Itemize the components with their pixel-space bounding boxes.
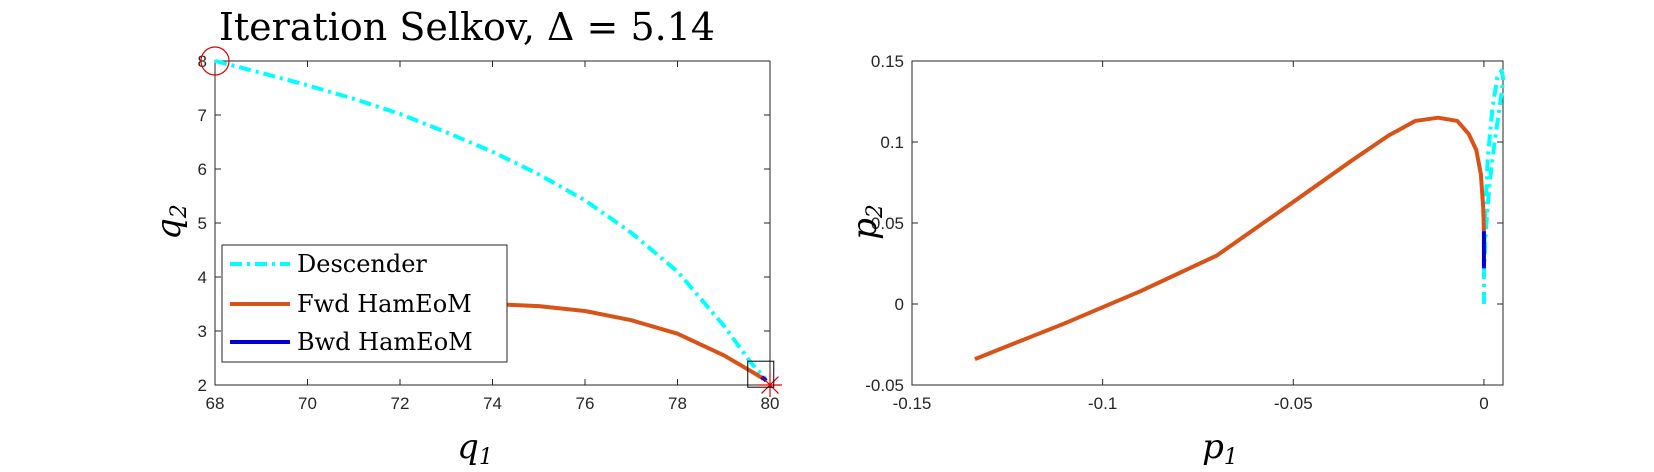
- y-tick-label: 3: [198, 322, 207, 341]
- series-group: [974, 68, 1505, 361]
- y-tick-label: 0.05: [871, 214, 904, 233]
- series-line-descender: [214, 59, 767, 380]
- y-tick-label: 6: [198, 160, 207, 179]
- y-tick-label: 2: [198, 376, 207, 395]
- x-tick-label: 68: [206, 394, 225, 413]
- y-axis-label: p2: [845, 204, 888, 240]
- x-tick-label: 72: [391, 394, 410, 413]
- legend-label-descender: Descender: [297, 250, 427, 278]
- x-tick-label: 80: [761, 394, 780, 413]
- series-line-descender: [1481, 68, 1505, 304]
- x-tick-label: -0.05: [1274, 394, 1313, 413]
- chart-right: -0.15 -0.1 -0.05 0 -0.05 0 0.05 0.1 0.15 p1 p2: [845, 52, 1505, 470]
- y-tick-label: 0: [895, 295, 904, 314]
- legend: Descender Fwd HamEoM Bwd HamEoM: [221, 244, 508, 363]
- x-tick-label: -0.15: [893, 394, 932, 413]
- x-tick-label: 76: [576, 394, 595, 413]
- x-tick-label: -0.1: [1088, 394, 1117, 413]
- y-tick-label: 0.1: [880, 133, 904, 152]
- markers-group: [200, 46, 782, 397]
- plot-area: [911, 60, 1504, 386]
- y-axis-label: q2: [149, 204, 192, 240]
- x-axis-label: q1: [457, 427, 493, 470]
- series-line-fwd-hameom: [492, 302, 765, 381]
- y-tick-label: 8: [198, 52, 207, 71]
- end-marker-asterisk: [758, 373, 782, 397]
- chart-left: Iteration Selkov, Δ = 5.14 68 70 72 74 76 78 8…: [149, 5, 782, 470]
- chart-title: Iteration Selkov, Δ = 5.14: [219, 5, 715, 49]
- y-tick-label: -0.05: [865, 376, 904, 395]
- start-marker-circle: [200, 46, 230, 76]
- x-tick-label: 70: [298, 394, 317, 413]
- axis-ticks: -0.15 -0.1 -0.05 0 -0.05 0 0.05 0.1 0.15: [865, 52, 1503, 413]
- zoom-marker-square: [747, 360, 775, 388]
- x-tick-label: 74: [483, 394, 502, 413]
- y-tick-label: 5: [198, 214, 207, 233]
- x-tick-label: 78: [668, 394, 687, 413]
- y-tick-label: 0.15: [871, 52, 904, 71]
- y-tick-label: 7: [198, 106, 207, 125]
- x-axis-label: p1: [1202, 427, 1238, 470]
- series-line-fwd-hameom: [974, 115, 1486, 361]
- x-tick-label: 0: [1479, 394, 1488, 413]
- legend-label-fwd: Fwd HamEoM: [297, 290, 472, 318]
- legend-label-bwd: Bwd HamEoM: [297, 328, 473, 356]
- y-tick-label: 4: [198, 268, 207, 287]
